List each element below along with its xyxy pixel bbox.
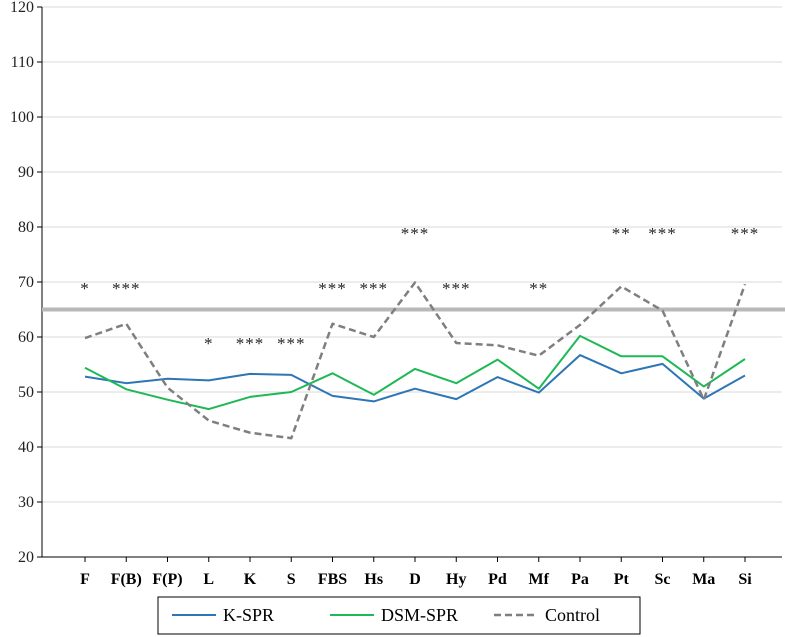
significance-label: * — [204, 334, 214, 353]
x-tick-label: D — [409, 571, 421, 588]
significance-label: *** — [401, 224, 430, 243]
y-tick-label: 70 — [18, 274, 34, 291]
x-tick-label: F(P) — [152, 571, 182, 588]
x-tick-label: S — [287, 571, 296, 588]
significance-label: * — [80, 279, 90, 298]
legend-label: K-SPR — [223, 605, 274, 625]
y-tick-label: 80 — [18, 219, 34, 236]
x-tick-label: Sc — [655, 571, 671, 588]
x-tick-label: F(B) — [111, 571, 142, 588]
axes — [41, 7, 782, 562]
x-tick-label: Pd — [488, 571, 507, 588]
x-tick-label: K — [244, 571, 257, 588]
significance-label: ** — [612, 224, 631, 243]
significance-label: *** — [236, 334, 265, 353]
gridlines — [37, 6, 782, 558]
x-tick-label: Pa — [571, 571, 589, 588]
x-tick-label: Si — [738, 571, 752, 588]
x-tick-label: Pt — [614, 571, 630, 588]
y-tick-label: 90 — [18, 164, 34, 181]
y-tick-label: 20 — [18, 549, 34, 566]
legend-label: DSM-SPR — [381, 605, 458, 625]
y-tick-label: 60 — [18, 329, 34, 346]
y-tick-label: 30 — [18, 494, 34, 511]
significance-label: *** — [648, 224, 677, 243]
y-tick-label: 100 — [10, 109, 34, 126]
y-tick-label: 40 — [18, 439, 34, 456]
significance-label: *** — [442, 279, 471, 298]
significance-label: *** — [360, 279, 389, 298]
significance-markers: * **** *** ****** ********* **** *** *** — [80, 224, 760, 353]
y-tick-label: 120 — [10, 0, 34, 16]
x-tick-label: F — [80, 571, 90, 588]
x-tick-label: Mf — [529, 571, 550, 588]
x-tick-label: FBS — [318, 571, 347, 588]
x-tick-label: Hs — [364, 571, 383, 588]
legend: K-SPR DSM-SPR Control — [157, 596, 641, 635]
x-tick-label: Ma — [692, 571, 715, 588]
series-line — [84, 354, 746, 403]
y-tick-label: 110 — [11, 54, 34, 71]
series-line — [84, 334, 746, 411]
x-tick-label: L — [203, 571, 214, 588]
y-tick-label: 50 — [18, 384, 34, 401]
y-tick-labels: 20 30 40 50 60 70 80 90 100 110 120 — [10, 0, 34, 566]
significance-label: *** — [112, 279, 141, 298]
x-tick-labels: F F(B) F(P) L K S FBS Hs D Hy Pd Mf Pa Pt Sc Ma Si — [80, 571, 752, 588]
x-tick-label: Hy — [446, 571, 466, 588]
legend-box — [157, 596, 641, 635]
legend-label: Control — [545, 605, 600, 625]
series-line — [84, 281, 747, 440]
significance-label: *** — [731, 224, 760, 243]
significance-label: ** — [529, 279, 548, 298]
significance-label: *** — [318, 279, 347, 298]
series-lines — [84, 281, 747, 440]
significance-label: *** — [277, 334, 306, 353]
